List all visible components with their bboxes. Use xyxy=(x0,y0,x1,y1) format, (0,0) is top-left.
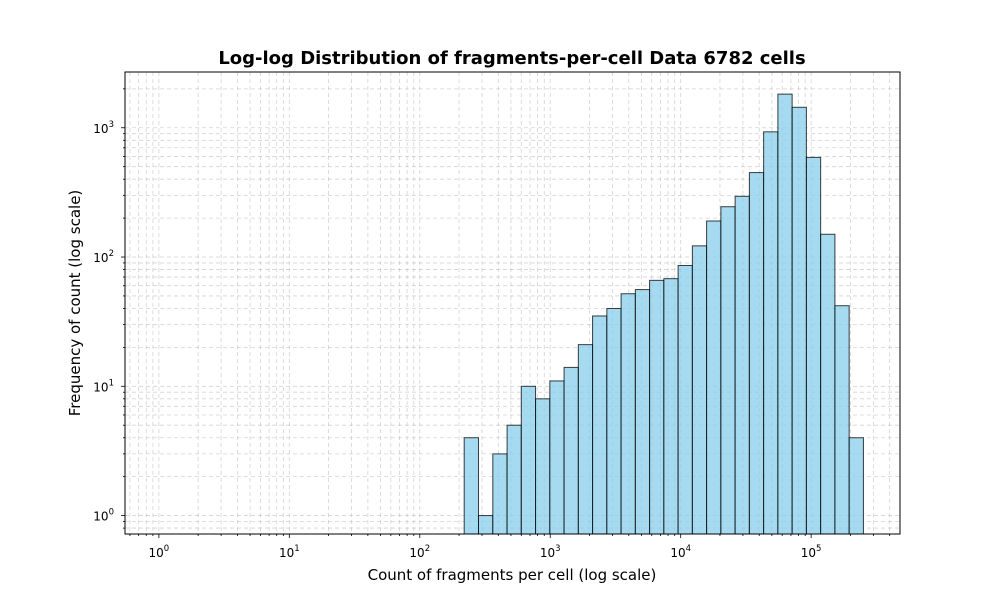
histogram-bar xyxy=(634,289,651,535)
histogram-bar xyxy=(706,220,722,535)
histogram-bar xyxy=(492,453,508,535)
y-axis-label: Frequency of count (log scale) xyxy=(66,190,84,417)
y-tick-label: 103 xyxy=(93,120,114,136)
histogram-bar xyxy=(577,344,594,535)
y-tick-label: 101 xyxy=(93,378,114,394)
x-tick-label: 105 xyxy=(801,544,822,560)
chart-title: Log-log Distribution of fragments-per-ce… xyxy=(218,48,805,69)
x-axis-label: Count of fragments per cell (log scale) xyxy=(368,566,657,584)
histogram-bar xyxy=(791,106,807,535)
histogram-bar xyxy=(677,264,693,535)
axis-ticks: 100 101 102 103 104 105 100 101 102 103 xyxy=(93,88,891,560)
histogram-bar xyxy=(606,307,622,535)
y-tick-label: 102 xyxy=(93,249,114,265)
histogram-bar xyxy=(520,385,537,535)
histogram-bar xyxy=(848,437,864,535)
histogram-bar xyxy=(748,172,765,535)
x-tick-label: 103 xyxy=(540,544,561,560)
histogram-bar xyxy=(820,233,836,535)
histogram-bar xyxy=(649,279,665,535)
histogram-bar xyxy=(777,93,793,535)
y-tick-label: 100 xyxy=(93,508,114,524)
x-tick-label: 101 xyxy=(279,544,300,560)
histogram-bar xyxy=(720,206,736,535)
histogram-bar xyxy=(663,278,679,535)
x-tick-label: 104 xyxy=(670,544,691,560)
histogram-bar xyxy=(478,515,494,535)
histogram-bars xyxy=(463,93,864,535)
histogram-bar xyxy=(834,305,850,535)
histogram-bar xyxy=(805,156,822,535)
histogram-bar xyxy=(691,245,708,535)
histogram-bar xyxy=(620,293,636,535)
histogram-bar xyxy=(734,195,750,535)
histogram-bar xyxy=(506,424,522,535)
histogram-bar xyxy=(763,131,779,535)
histogram-bar xyxy=(535,398,551,535)
x-tick-label: 100 xyxy=(149,544,170,560)
x-tick-label: 102 xyxy=(409,544,430,560)
histogram-bar xyxy=(563,366,579,535)
plot-area-frame xyxy=(124,71,901,535)
histogram-bar xyxy=(463,437,480,535)
histogram-bar xyxy=(549,380,565,535)
histogram-bar xyxy=(592,315,608,535)
